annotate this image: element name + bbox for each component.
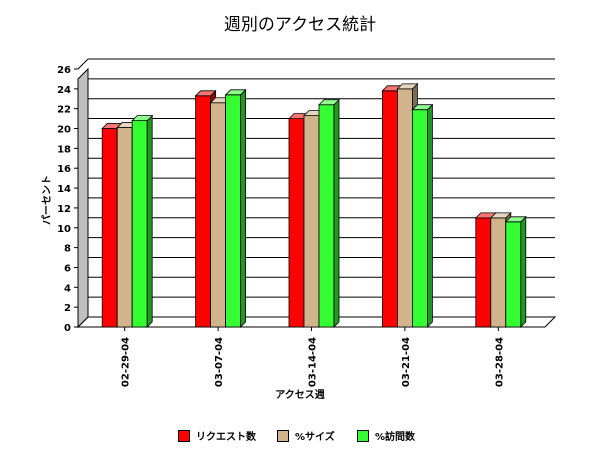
x-tick-labels: 02-29-04 03-07-04 03-14-04 03-21-04 03-28-04 bbox=[121, 327, 505, 387]
bar-top bbox=[318, 99, 340, 106]
bar-front bbox=[490, 217, 507, 328]
bar bbox=[411, 103, 434, 328]
bar bbox=[318, 98, 340, 328]
bar-front bbox=[303, 115, 320, 328]
bar-side bbox=[427, 103, 433, 328]
y-tick-label: 2 bbox=[64, 303, 71, 314]
legend-label: %訪問数 bbox=[375, 432, 416, 443]
legend-item: リクエスト数 bbox=[178, 428, 256, 443]
bar-front bbox=[195, 95, 212, 328]
legend-swatch bbox=[178, 429, 190, 442]
bar bbox=[504, 215, 527, 328]
bar-top bbox=[489, 212, 512, 219]
y-tick-label: 20 bbox=[57, 125, 71, 136]
bar-side bbox=[520, 215, 527, 328]
bar-front bbox=[396, 88, 413, 328]
y-tick-label: 12 bbox=[57, 204, 71, 215]
bar-front bbox=[318, 104, 335, 328]
bar-side bbox=[240, 88, 246, 328]
y-tick-label: 6 bbox=[64, 263, 71, 274]
gridline-diagonal bbox=[77, 58, 89, 70]
legend-label: リクエスト数 bbox=[196, 432, 256, 443]
y-tick-label: 26 bbox=[57, 65, 71, 76]
bar-front bbox=[210, 102, 227, 328]
y-tick-label: 10 bbox=[57, 224, 71, 235]
y-tick-label: 16 bbox=[57, 164, 71, 175]
legend: リクエスト数 %サイズ %訪問数 bbox=[0, 428, 600, 444]
bar bbox=[131, 114, 154, 328]
bar-side bbox=[333, 98, 340, 328]
x-tick-label: 03-07-04 bbox=[214, 337, 225, 387]
bar-front bbox=[411, 109, 428, 328]
bar-front bbox=[381, 90, 398, 328]
legend-label: %サイズ bbox=[295, 432, 335, 443]
chart-side-wall bbox=[77, 67, 89, 329]
bar-front bbox=[101, 128, 118, 328]
bar-top bbox=[131, 115, 154, 121]
x-tick-label: 03-14-04 bbox=[308, 337, 319, 387]
bar-front bbox=[131, 120, 148, 328]
chart-title: 週別のアクセス統計 bbox=[224, 15, 376, 35]
bar-front bbox=[116, 127, 133, 328]
y-tick-label: 4 bbox=[64, 283, 71, 294]
y-tick-label: 18 bbox=[57, 144, 71, 155]
y-tick-label: 22 bbox=[57, 105, 71, 116]
bar-top bbox=[411, 104, 434, 111]
bar-front bbox=[225, 94, 242, 328]
bar-side bbox=[146, 114, 153, 328]
bar-top bbox=[194, 90, 217, 97]
bar-top bbox=[396, 83, 419, 90]
legend-item: %訪問数 bbox=[357, 428, 415, 443]
bar-front bbox=[475, 217, 492, 328]
legend-swatch bbox=[277, 429, 289, 442]
bar-top bbox=[504, 216, 527, 223]
bar-front bbox=[505, 221, 522, 328]
y-axis-label: パーセント bbox=[41, 175, 53, 225]
x-tick-label: 02-29-04 bbox=[121, 337, 132, 387]
legend-item: %サイズ bbox=[277, 428, 335, 443]
bar-top bbox=[224, 89, 247, 96]
y-tick-label: 8 bbox=[64, 244, 71, 255]
x-tick-label: 03-28-04 bbox=[494, 337, 505, 387]
x-axis-label: アクセス週 bbox=[275, 389, 325, 401]
bar bbox=[224, 88, 247, 328]
y-tick-label: 14 bbox=[57, 184, 71, 195]
x-tick-label: 03-21-04 bbox=[401, 337, 412, 387]
legend-swatch bbox=[357, 429, 369, 442]
y-tick-label: 0 bbox=[64, 323, 71, 334]
bars bbox=[101, 82, 527, 328]
bar-front bbox=[288, 118, 305, 328]
y-tick-label: 24 bbox=[57, 85, 71, 96]
